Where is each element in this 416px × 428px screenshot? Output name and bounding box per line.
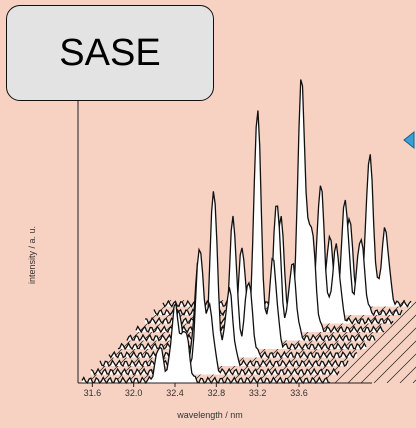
x-axis-label: wavelength / nm (177, 410, 243, 420)
floor-hatch-line (399, 300, 416, 383)
floor-hatch-line (347, 300, 416, 383)
spectrum-line (90, 247, 340, 376)
x-tick-label: 33.2 (248, 388, 267, 398)
spectrum-fill (118, 110, 366, 349)
floor-hatch-line (82, 300, 133, 383)
x-tick-label: 31.6 (83, 388, 102, 398)
x-tick-marks (91, 383, 300, 387)
x-tick-label: 32.4 (166, 388, 184, 398)
x-tick-label: 32.0 (124, 388, 143, 398)
floor-hatch-line (0, 300, 54, 383)
spectrum-fill (109, 215, 357, 358)
spectrum-line (108, 215, 358, 359)
spectrum-line (81, 301, 331, 385)
spectra-series (81, 79, 412, 385)
floor-hatch-line (334, 300, 416, 383)
y-axis-label: intensity / a. u. (27, 225, 37, 285)
sase-label: SASE (59, 31, 161, 74)
sase-label-box: SASE (6, 5, 214, 101)
floor-hatch-line (0, 300, 2, 383)
x-tick-label: 32.8 (207, 388, 226, 398)
floor-hatch-line (360, 300, 416, 383)
floor-hatch-line (82, 300, 107, 383)
floor-hatch-line (82, 300, 94, 383)
floor-hatch-line (0, 300, 67, 383)
floor-hatch-line (0, 300, 80, 383)
floor-hatch-line (0, 300, 28, 383)
arrow-marker-icon (403, 130, 415, 150)
floor-hatch-line (0, 300, 41, 383)
spectrum-line (99, 191, 349, 368)
x-tick-label: 33.6 (290, 388, 308, 398)
floor-hatch-line (0, 300, 15, 383)
floor-hatch-line (386, 300, 416, 383)
